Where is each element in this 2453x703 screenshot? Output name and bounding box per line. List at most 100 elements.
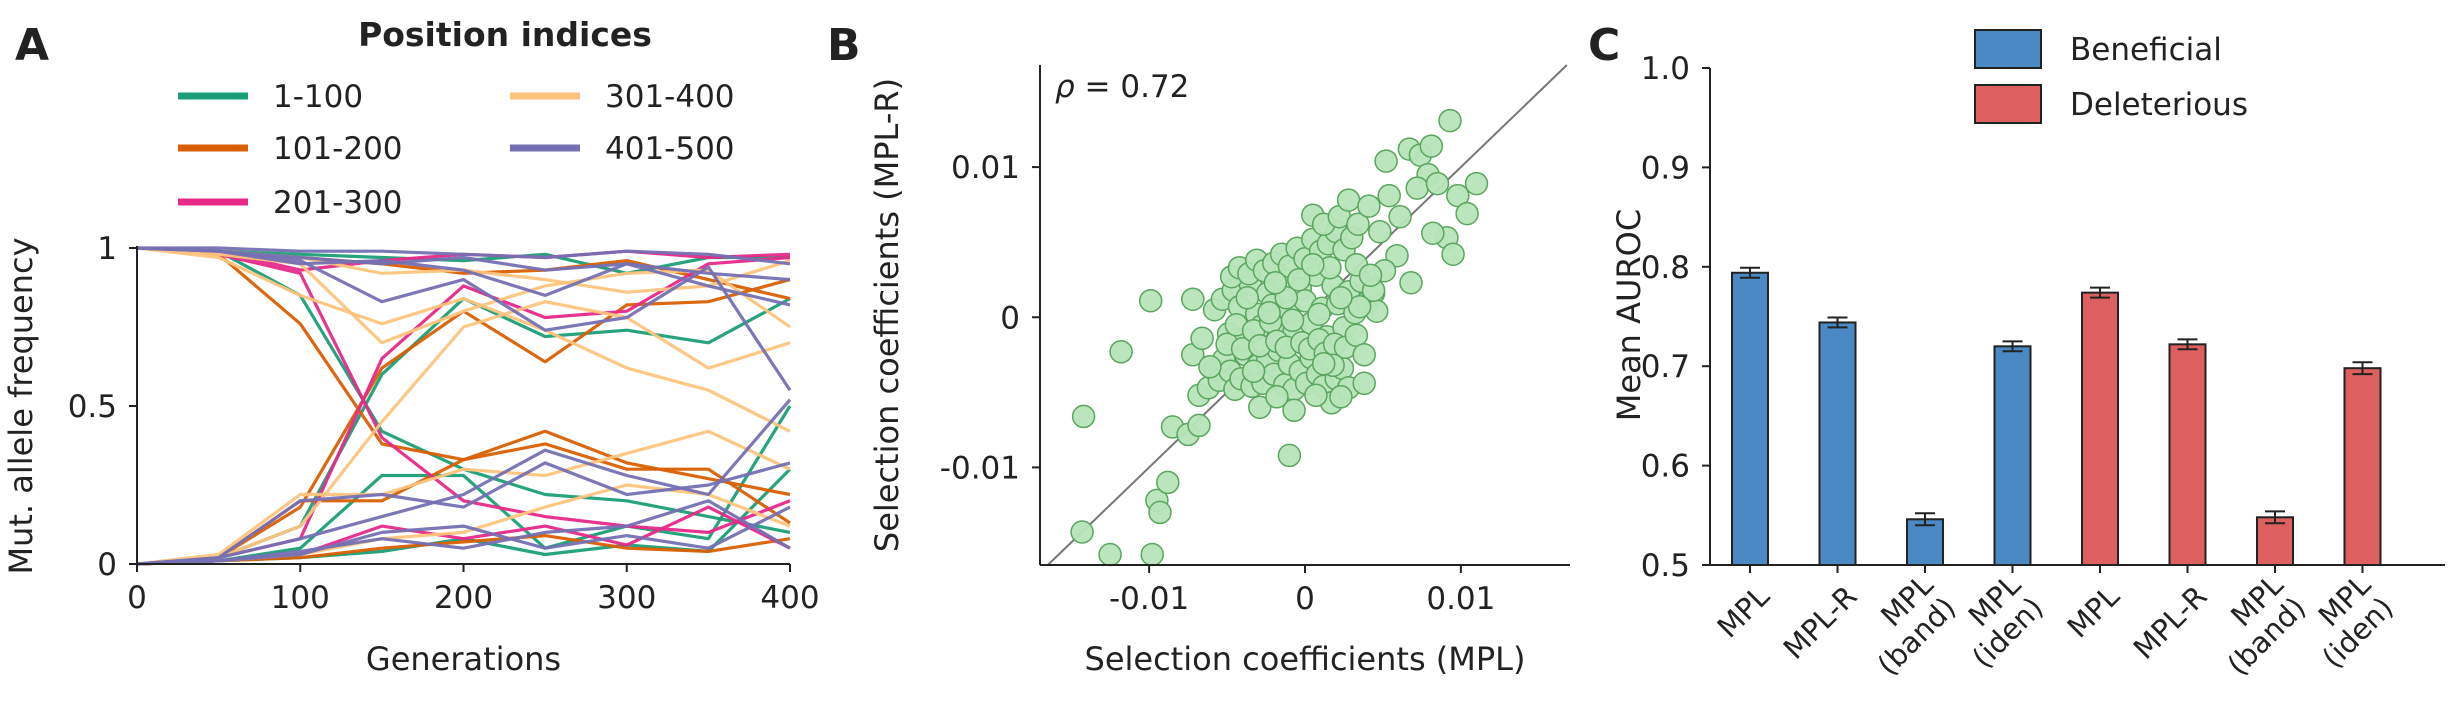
y-tick-label: 0.5 [1641, 548, 1690, 584]
legend-label: 1-100 [273, 79, 363, 115]
panel-label-b: B [827, 20, 861, 71]
trajectory-line [137, 246, 791, 433]
scatter-point [1385, 243, 1409, 268]
panel-label-a: A [15, 20, 49, 71]
bar [1818, 321, 1857, 566]
x-tick-label: MPL(iden) [2293, 568, 2400, 675]
scatter-point [1098, 542, 1122, 567]
trajectory-line [137, 505, 791, 566]
x-axis-label: Generations [366, 640, 561, 678]
x-tick-label: MPL(iden) [1943, 568, 2050, 675]
x-tick-label: 0 [1295, 581, 1315, 617]
scatter-point [1405, 176, 1429, 200]
scatter-point [1307, 302, 1331, 326]
x-tick-label-line: MPL [1710, 579, 1776, 645]
scatter-point [1282, 398, 1306, 423]
legend-swatch [1974, 84, 2042, 124]
legend-label: Beneficial [2070, 32, 2222, 68]
trajectory-line [137, 246, 791, 307]
legend-label: 301-400 [605, 79, 735, 115]
scatter-point [1441, 242, 1465, 266]
scatter-point [1287, 267, 1311, 292]
scatter-point [1235, 285, 1260, 310]
scatter-point [1374, 149, 1398, 173]
scatter-point [1455, 201, 1479, 226]
scatter-point [1190, 326, 1214, 351]
x-tick-label-line: MPL-R [2127, 579, 2214, 666]
rho-annotation: ρ = 0.72 [1055, 69, 1189, 105]
y-axis-label: Mut. allele frequency [2, 237, 40, 574]
panel-a: A Position indices 1-100 101-200 201-300 301-… [2, 15, 820, 678]
scatter-point [1357, 194, 1381, 218]
scatter-point [1138, 288, 1163, 313]
scatter-point [1388, 204, 1412, 229]
legend-label: 101-200 [273, 131, 403, 167]
scatter-point [1140, 542, 1164, 567]
y-tick-label: 0.5 [68, 389, 117, 425]
y-axis-label: Selection coefficients (MPL-R) [868, 78, 906, 552]
scatter-point [1265, 385, 1289, 409]
y-tick-label: 0.7 [1641, 349, 1690, 385]
scatter-point [1070, 520, 1094, 544]
scatter-point [1304, 383, 1328, 408]
scatter-point [1347, 294, 1372, 319]
legend-title: Position indices [358, 15, 652, 54]
scatter-point [1156, 470, 1180, 495]
scatter-point [1181, 287, 1205, 311]
x-tick-label: MPL-R [2127, 579, 2214, 666]
legend-label: Deleterious [2070, 87, 2248, 123]
x-tick-label: 200 [434, 580, 493, 616]
scatter-point [1352, 371, 1376, 396]
legend-label: 201-300 [273, 185, 403, 221]
y-tick-label: 0 [97, 547, 117, 583]
scatter-point [1187, 413, 1211, 438]
scatter-point [1336, 188, 1361, 212]
legend-label: 401-500 [605, 131, 735, 167]
x-tick-label: 300 [597, 580, 656, 616]
scatter-point [1241, 359, 1266, 384]
x-tick-label: 0.01 [1426, 581, 1495, 617]
x-tick-label-line: MPL [2060, 579, 2126, 645]
scatter-point [1148, 500, 1172, 525]
bar [2256, 516, 2294, 567]
scatter-point [1368, 219, 1392, 244]
x-tick-label: MPL(band) [2198, 568, 2312, 682]
x-tick-label: 400 [760, 580, 819, 616]
x-tick-label: MPL(band) [1848, 568, 1962, 682]
scatter-point [1346, 212, 1370, 236]
x-tick-label: MPL [1710, 579, 1776, 645]
scatter-point [1329, 285, 1353, 310]
bar [2168, 343, 2207, 566]
y-tick-label: 0 [1000, 300, 1020, 336]
y-tick-label: -0.01 [940, 450, 1020, 486]
scatter-point [1352, 343, 1376, 367]
panel-b: B -0.01 0 0.01 -0.01 0 0.01 ρ = 0.72 Selection c… [827, 20, 1570, 678]
scatter-point [1280, 308, 1305, 333]
scatter-point [1301, 252, 1325, 277]
scatter-point [1358, 263, 1383, 287]
bar [2081, 291, 2119, 566]
scatter-point [1277, 443, 1302, 468]
y-tick-label: 0.01 [951, 150, 1020, 186]
y-tick-label: 0.8 [1641, 250, 1690, 286]
scatter-point [1257, 300, 1281, 325]
scatter-point [1109, 340, 1133, 364]
trajectory-line [137, 278, 791, 566]
y-tick-label: 1 [97, 231, 117, 267]
y-tick-label: 0.9 [1641, 150, 1690, 186]
scatter-point [1071, 404, 1096, 429]
x-tick-label: -0.01 [1109, 581, 1189, 617]
scatter-point [1311, 352, 1336, 376]
y-axis-label: Mean AUROC [1610, 209, 1648, 421]
trajectory-line [137, 246, 791, 535]
scatter-point [1399, 270, 1423, 295]
legend-swatch [1974, 29, 2042, 69]
rho-value: = 0.72 [1075, 69, 1190, 105]
scatter-point [1198, 355, 1222, 379]
rho-symbol: ρ [1055, 69, 1075, 105]
scatter-point [1263, 270, 1288, 295]
x-tick-label: MPL-R [1777, 579, 1864, 666]
scatter-point [1419, 134, 1444, 158]
trajectory-line [137, 300, 791, 566]
